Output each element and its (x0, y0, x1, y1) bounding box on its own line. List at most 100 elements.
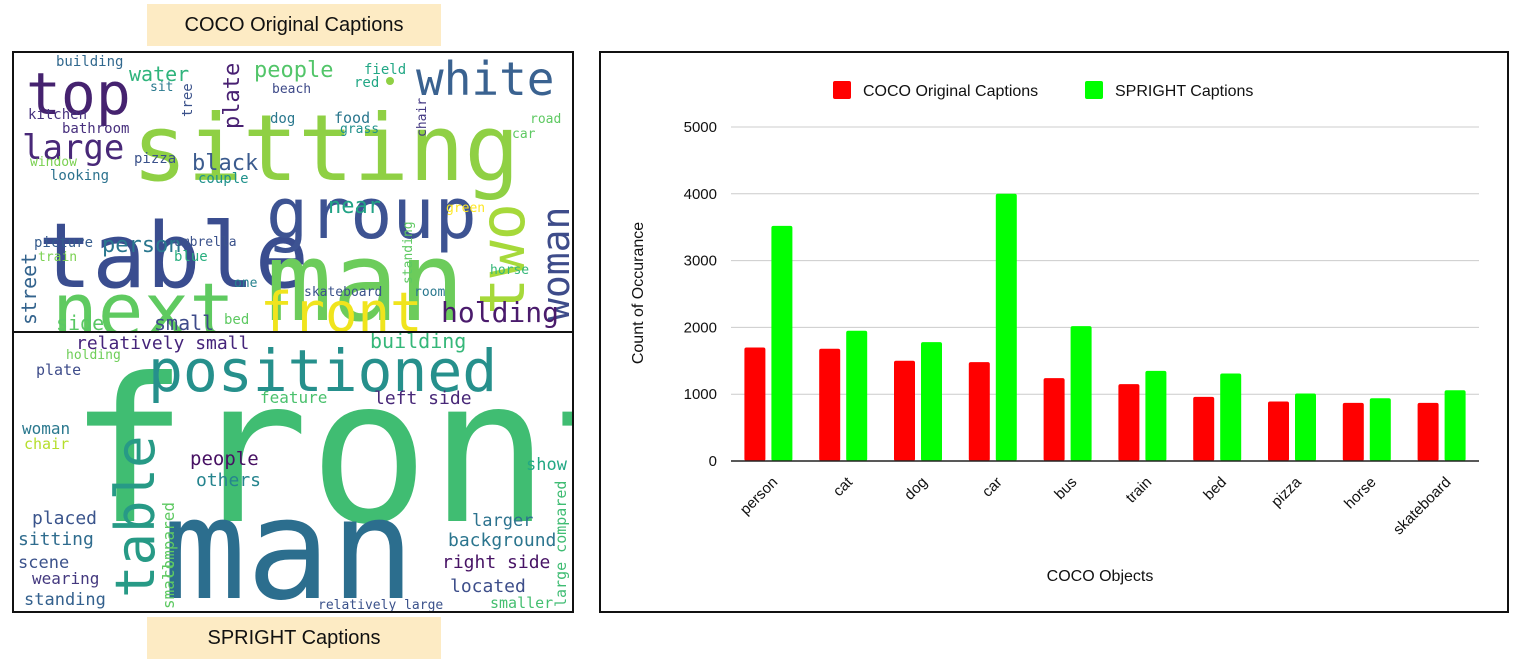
bar-coco-skateboard (1417, 402, 1439, 461)
coco-word-beach: beach (272, 82, 311, 97)
bar-coco-cat (819, 348, 841, 461)
spright-word-front: front (68, 336, 572, 569)
bar-coco-dog (894, 360, 915, 461)
coco-word-man: man (266, 218, 465, 331)
bar-spright-bus (1070, 326, 1092, 461)
coco-word-holding: holding (441, 296, 559, 329)
coco-word-green: green (446, 201, 485, 216)
bar-spright-pizza (1295, 393, 1316, 461)
spright-word-wearing: wearing (32, 569, 99, 588)
coco-word-dog: dog (270, 111, 295, 127)
bar-coco-person (744, 347, 766, 461)
spright-word-right-side: right side (442, 552, 550, 573)
coco-word-couple: couple (198, 171, 249, 187)
spright-word-compared: compared (159, 502, 178, 579)
spright-word-smaller: smaller (490, 594, 553, 611)
coco-word-small: small (154, 311, 214, 331)
coco-word-sitting: sitting (132, 95, 520, 202)
spright-word-man: man (162, 469, 415, 611)
bar-coco-horse (1342, 402, 1364, 461)
bar-spright-horse (1369, 398, 1391, 461)
coco-word-skateboard: skateboard (304, 285, 382, 300)
y-tick-label: 5000 (684, 119, 717, 136)
bar-coco-bed (1193, 396, 1215, 461)
bar-spright-cat (846, 330, 868, 461)
coco-word-red: red (354, 75, 379, 91)
coco-word-grass: grass (340, 122, 379, 137)
bar-spright-train (1145, 370, 1167, 461)
bar-coco-car (968, 362, 990, 461)
x-axis-title: COCO Objects (1047, 568, 1154, 585)
x-tick-label-skateboard: skateboard (1390, 474, 1455, 539)
coco-word-blue: blue (174, 249, 208, 265)
spright-word-standing: standing (24, 590, 106, 610)
bar-spright-car (995, 193, 1017, 462)
x-tick-label-cat: cat (830, 473, 857, 500)
coco-word-horse: horse (490, 263, 529, 278)
spright-word-positioned: positioned (148, 337, 497, 405)
coco-word-near: near (328, 194, 381, 219)
bar-chart-panel: 0 1000 2000 3000 4000 5000 person cat dog car bus t… (599, 51, 1509, 613)
coco-word-kitchen: kitchen (28, 107, 87, 123)
coco-word-bed: bed (224, 312, 249, 328)
coco-wordcloud-dot (386, 77, 394, 85)
x-tick-label-bed: bed (1200, 474, 1230, 504)
coco-word-picture: picture (34, 235, 93, 251)
y-tick-label: 1000 (684, 386, 717, 403)
coco-word-food: food (334, 109, 370, 127)
spright-word-relatively-large: relatively large (318, 598, 443, 611)
coco-word-plate: plate (220, 63, 245, 129)
coco-word-white: white (416, 53, 554, 106)
y-tick-label: 0 (709, 453, 717, 470)
coco-word-car: car (512, 127, 536, 142)
spright-caption-label: SPRIGHT Captions (147, 617, 441, 659)
coco-word-group: group (266, 173, 477, 255)
spright-word-large-compared: large compared (552, 481, 570, 607)
y-axis-title: Count of Occurance (630, 222, 647, 364)
bar-coco-bus (1043, 378, 1065, 461)
bar-coco-pizza (1268, 401, 1289, 461)
legend-swatch-coco (833, 81, 851, 99)
spright-word-woman: woman (22, 419, 70, 438)
coco-word-street: street (17, 253, 41, 325)
coco-word-water: water (129, 62, 189, 86)
spright-word-placed: placed (32, 508, 97, 529)
spright-wordcloud: frontman positioned table relatively smallh… (12, 331, 574, 613)
coco-word-front: front (260, 281, 423, 331)
coco-caption-label: COCO Original Captions (147, 4, 441, 46)
legend-label-spright: SPRIGHT Captions (1115, 83, 1253, 100)
spright-word-scene: scene (18, 553, 69, 573)
coco-wordcloud: sitting table man group next front top white two… (12, 51, 574, 333)
coco-word-one: one (234, 276, 258, 291)
spright-word-small: small (159, 561, 178, 609)
coco-word-people: people (254, 58, 333, 83)
x-tick-label-bus: bus (1051, 474, 1080, 503)
y-tick-label: 4000 (684, 186, 717, 203)
spright-word-chair: chair (24, 435, 69, 453)
spright-word-table: table (104, 435, 167, 598)
x-tick-label-dog: dog (901, 474, 931, 504)
spright-word-background: background (448, 530, 556, 551)
bar-spright-skateboard (1444, 390, 1466, 461)
spright-word-located: located (450, 576, 526, 597)
bar-chart: 0 1000 2000 3000 4000 5000 person cat dog car bus t… (630, 81, 1479, 585)
spright-word-feature: feature (260, 388, 327, 407)
coco-word-field: field (364, 62, 406, 78)
coco-word-looking: looking (50, 168, 109, 184)
spright-word-relatively-small: relatively small (76, 333, 249, 354)
coco-word-room: room (414, 285, 445, 300)
coco-word-side: side (56, 311, 104, 331)
coco-word-window: window (30, 155, 77, 170)
y-tick-label: 2000 (684, 319, 717, 336)
spright-word-holding: holding (66, 348, 121, 363)
coco-word-person: person (102, 233, 181, 258)
coco-word-next: next (52, 266, 235, 331)
spright-word-larger: larger (472, 511, 533, 531)
coco-word-large: large (22, 128, 124, 168)
coco-word-road: road (530, 112, 561, 127)
coco-word-two: two (466, 203, 539, 315)
spright-word-show: show (526, 455, 568, 475)
spright-word-building: building (370, 333, 466, 353)
spright-word-people: people (190, 448, 259, 470)
